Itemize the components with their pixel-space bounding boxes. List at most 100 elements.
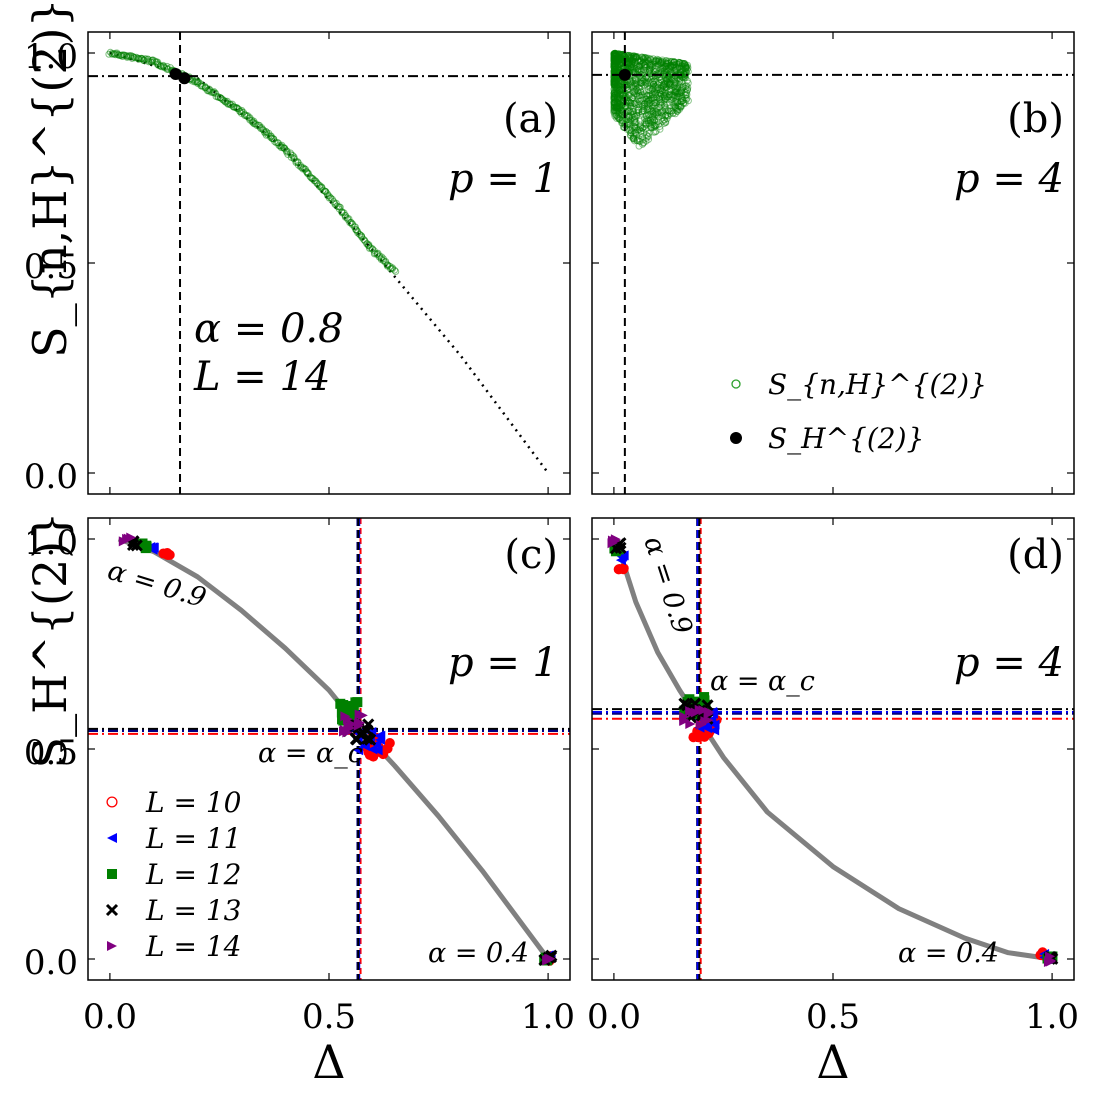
panel-b-cloud-point (610, 104, 618, 112)
panel-b-cloud-point (627, 54, 635, 62)
panel-b-cloud-point (644, 132, 652, 140)
panel-b-cloud-point (653, 93, 661, 101)
panel-b-cloud-point (640, 128, 648, 136)
panel-b-cloud-point (637, 79, 645, 87)
panel-b-cloud-point (633, 92, 641, 100)
panel-b-cloud-point (643, 54, 651, 62)
panel-b-cloud-point (627, 103, 635, 111)
panel-b-cloud-point (654, 121, 662, 129)
panel-b-cloud-point (613, 100, 621, 108)
panel-b-cloud-point (619, 100, 627, 108)
panel-b-cloud-point (646, 122, 654, 130)
panel-b-cloud-point (651, 122, 659, 130)
panel-b-cloud-point (634, 126, 642, 134)
panel-b-cloud-point (661, 74, 669, 82)
panel-b-cloud-point (631, 124, 639, 132)
panel-b-cloud-point (620, 90, 628, 98)
panel-b-cloud-point (671, 110, 679, 118)
panel-b-cloud-point (611, 59, 619, 67)
panel-b-cloud-point (670, 82, 678, 90)
panel-b-cloud-point (658, 67, 666, 75)
panel-b-cloud-point (680, 69, 688, 77)
panel-b-cloud-point (640, 58, 648, 66)
panel-b-cloud-point (662, 95, 670, 103)
panel-b-cloud-point (662, 57, 670, 65)
panel-b-cloud-point (644, 56, 652, 64)
panel-b-cloud-point (662, 84, 670, 92)
panel-b-cloud-point (649, 85, 657, 93)
panel-b-cloud-point (661, 95, 669, 103)
panel-b-cloud-point (615, 60, 623, 68)
panel-b-cloud-point (675, 106, 683, 114)
panel-b-cloud-point (634, 126, 642, 134)
legend-marker-L=13 (105, 903, 119, 917)
panel-b-highlight-point (618, 68, 631, 81)
panel-b-cloud-point (611, 81, 619, 89)
panel-b-cloud-point (615, 61, 623, 69)
panel-b-cloud-point (612, 51, 620, 59)
panel-b-cloud-point (682, 91, 690, 99)
panel-b-cloud-point (641, 99, 649, 107)
panel-b-cloud-point (638, 140, 646, 148)
panel-b-cloud-point (671, 79, 679, 87)
panel-b-cloud-point (627, 109, 635, 117)
panel-b-cloud-point (657, 99, 665, 107)
panel-b-cloud-point (655, 58, 663, 66)
legend-label-1: L = 11 (145, 822, 241, 855)
panel-b-cloud-point (610, 89, 618, 97)
panel-b-cloud-point (671, 88, 679, 96)
panel-b-cloud-point (612, 63, 620, 71)
panel-b-cloud-point (664, 106, 672, 114)
panel-b-cloud-point (611, 50, 619, 58)
panel-b-cloud-point (645, 57, 653, 65)
panel-b-cloud-point (631, 100, 639, 108)
panel-b-cloud-point (611, 65, 619, 73)
panel-b-cloud-point (669, 99, 677, 107)
panel-b-cloud-point (640, 76, 648, 84)
panel-b-cloud-point (613, 79, 621, 87)
panel-b-cloud-point (614, 113, 622, 121)
panel-b-cloud-point (614, 96, 622, 104)
panel-b-cloud-point (614, 63, 622, 71)
panel-b-cloud-point (611, 63, 619, 71)
panel-b-cloud-point (646, 116, 654, 124)
panel-b-cloud-point (633, 107, 641, 115)
panel-b-cloud-point (622, 84, 630, 92)
panel-b-cloud-point (614, 105, 622, 113)
panel-b-cloud-point (655, 94, 663, 102)
panel-b-cloud-point (610, 103, 618, 111)
panel-b-cloud-point (665, 98, 673, 106)
panel-b-cloud-point (613, 102, 621, 110)
panel-b-cloud-point (684, 61, 692, 69)
panel-b-cloud-point (662, 118, 670, 126)
panel-b-cloud-point (638, 75, 646, 83)
panel-b-legend-label-1: S_H^{(2)} (768, 422, 924, 455)
panel-c-alpha-0.4-annotation: α = 0.4 (428, 938, 529, 969)
panel-b-cloud-point (611, 80, 619, 88)
panel-b-cloud-point (640, 55, 648, 63)
panel-c-point-L=10 (384, 738, 395, 749)
panel-b-cloud-point (660, 92, 668, 100)
panel-b-cloud-point (610, 55, 618, 63)
panel-b-cloud-point (664, 112, 672, 120)
panel-b-cloud-point (655, 56, 663, 64)
panel-b-cloud-point (664, 112, 672, 120)
panel-b-cloud-point (666, 110, 674, 118)
panel-b-cloud-point (616, 50, 624, 58)
panel-b-cloud-point (615, 98, 623, 106)
panel-b-cloud-point (622, 98, 630, 106)
panel-b-cloud-point (610, 76, 618, 84)
panel-b-cloud-point (614, 102, 622, 110)
panel-b-cloud-point (641, 61, 649, 69)
panel-b-cloud-point (658, 117, 666, 125)
panel-c-legend: L = 10L = 11L = 12L = 13L = 14 (105, 786, 241, 963)
panel-b-cloud-point (646, 59, 654, 67)
panel-b-cloud-point (671, 88, 679, 96)
panel-b-cloud-point (649, 116, 657, 124)
panel-b-cloud-point (635, 137, 643, 145)
panel-b-cloud-point (637, 57, 645, 65)
panel-b-cloud-point (633, 135, 641, 143)
panel-b-cloud-point (681, 67, 689, 75)
panel-b-cloud-point (617, 54, 625, 62)
panel-b-cloud-point (612, 87, 620, 95)
